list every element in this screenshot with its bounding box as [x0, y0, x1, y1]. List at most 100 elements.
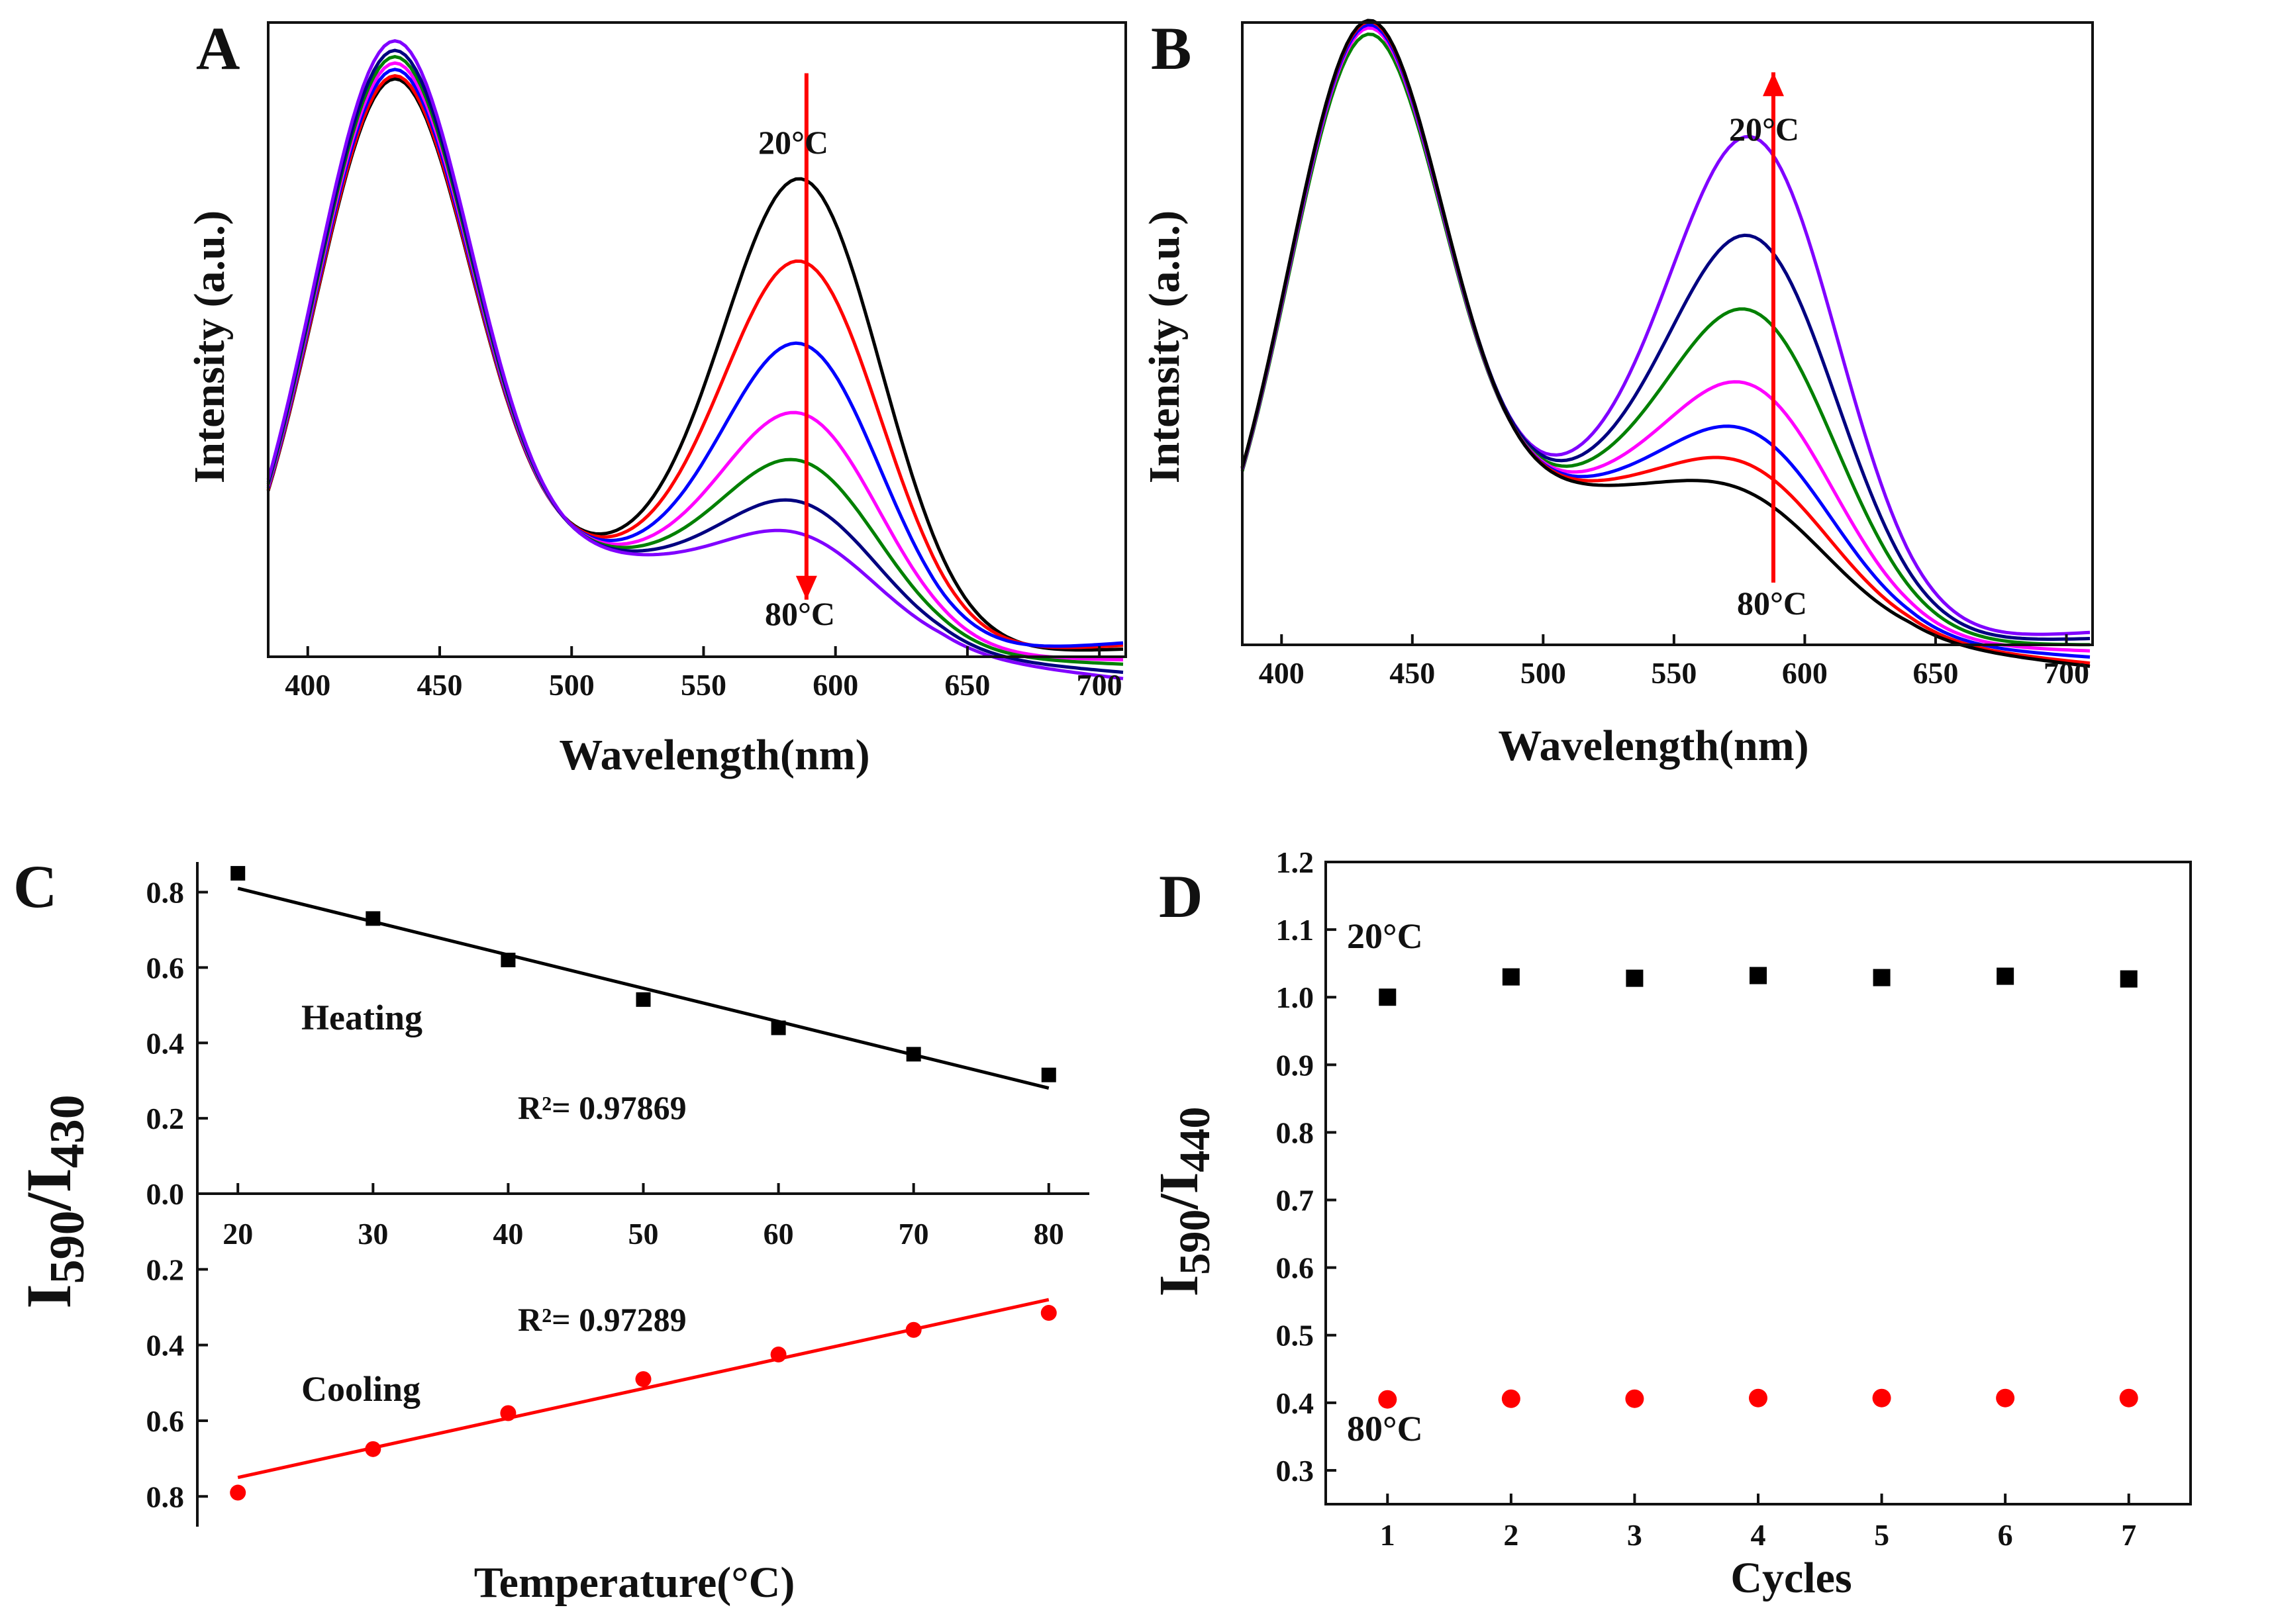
temperature-arrow-b — [1763, 72, 1785, 583]
y-tick-label: 0.6 — [146, 1404, 185, 1438]
x-tick-label: 550 — [1651, 656, 1697, 690]
x-tick-label: 550 — [681, 668, 726, 702]
x-tick-label: 650 — [944, 668, 990, 702]
y-axis-title-a: Intensity (a.u.) — [185, 211, 234, 484]
cycle-point-20c — [1873, 969, 1891, 986]
x-tick-label: 700 — [1077, 668, 1122, 702]
y-tick-label: 0.6 — [146, 951, 185, 984]
panel-b: B Intensity (a.u.) Wavelength(nm) 400 450… — [1140, 15, 2094, 770]
arrow-label-start-b: 20°C — [1729, 111, 1799, 148]
panel-d: D I590/I440 Cycles 0.3 0.4 0.5 0.6 0.7 0.8 0.9… — [1148, 845, 2192, 1602]
panel-letter-d: D — [1159, 863, 1203, 930]
y-tick-label: 0.4 — [146, 1329, 185, 1362]
panel-c: C I590/I430 Temperature(°C) 0.0 0.2 0.4 0.6… — [13, 853, 1089, 1607]
panel-letter-a: A — [196, 15, 240, 82]
x-tick-label: 6 — [1998, 1518, 2013, 1552]
spectra-group-b — [1240, 19, 2091, 668]
cycle-point-80c — [2119, 1388, 2138, 1408]
cycle-point-20c — [1502, 968, 1520, 986]
x-axis-title-d: Cycles — [1730, 1554, 1852, 1602]
data-d — [1378, 967, 2138, 1409]
plot-frame-a — [267, 21, 1127, 658]
y-tick-label: 0.2 — [146, 1253, 185, 1286]
y-tick-label: 0.7 — [1276, 1184, 1314, 1218]
x-tick-label: 70 — [899, 1217, 929, 1251]
spectra-group-a — [266, 39, 1124, 681]
cooling-point — [905, 1321, 922, 1338]
temperature-arrow-a — [795, 73, 817, 600]
arrow-label-start-a: 20°C — [758, 124, 828, 161]
y-tick-label: 0.5 — [1276, 1319, 1314, 1353]
x-tick-label: 30 — [358, 1217, 388, 1251]
axes-c: 0.0 0.2 0.4 0.6 0.8 0.2 0.4 0.6 0.8 20 30 40 50 60 70 8… — [146, 876, 1064, 1514]
x-axis-title-a: Wavelength(nm) — [559, 731, 869, 779]
spectrum-line — [266, 55, 1124, 666]
cooling-point — [500, 1405, 517, 1421]
y-tick-label: 0.4 — [146, 1026, 185, 1060]
spectrum-line — [266, 77, 1124, 652]
x-axis-title-c: Temperature(°C) — [474, 1558, 795, 1607]
y-tick-label: 0.8 — [1276, 1116, 1314, 1149]
axes-d: 0.3 0.4 0.5 0.6 0.7 0.8 0.9 1.0 1.1 1.2 1 2 3 4 5 6 7 — [1276, 845, 2137, 1552]
label-80c: 80°C — [1347, 1409, 1423, 1449]
heating-point — [230, 866, 246, 881]
cycle-point-20c — [1379, 988, 1397, 1006]
x-tick-label: 1 — [1380, 1518, 1395, 1552]
x-ticks-a: 400 450 500 550 600 650 700 — [285, 646, 1122, 702]
heating-label: Heating — [301, 998, 422, 1037]
heating-point — [366, 911, 381, 926]
spectrum-line — [1240, 19, 2091, 668]
x-tick-label: 500 — [1520, 656, 1566, 690]
label-20c: 20°C — [1347, 916, 1423, 956]
cooling-point — [365, 1441, 381, 1457]
y-tick-label: 0.6 — [1276, 1251, 1314, 1285]
cycle-point-20c — [1997, 967, 2014, 985]
y-tick-label: 1.2 — [1276, 845, 1314, 879]
x-tick-label: 80 — [1034, 1217, 1064, 1251]
y-tick-label: 1.0 — [1276, 980, 1314, 1014]
x-tick-label: 5 — [1874, 1518, 1889, 1552]
cycle-point-20c — [1626, 969, 1644, 987]
y-tick-label: 0.3 — [1276, 1454, 1314, 1488]
arrow-head — [1763, 72, 1785, 97]
heating-point — [906, 1047, 921, 1062]
cooling-point — [635, 1371, 652, 1388]
x-tick-label: 60 — [764, 1217, 794, 1251]
cycle-point-20c — [2120, 970, 2138, 988]
cooling-label: Cooling — [301, 1369, 420, 1409]
x-tick-label: 50 — [628, 1217, 659, 1251]
cooling-point — [770, 1346, 787, 1362]
x-tick-label: 600 — [1782, 656, 1828, 690]
y-tick-label: 0.9 — [1276, 1048, 1314, 1082]
spectrum-line — [266, 39, 1124, 681]
x-axis-title-b: Wavelength(nm) — [1498, 722, 1808, 770]
panel-letter-c: C — [13, 853, 57, 920]
x-tick-label: 500 — [549, 668, 595, 702]
heating-point — [636, 992, 651, 1007]
x-tick-label: 650 — [1912, 656, 1958, 690]
x-tick-label: 3 — [1627, 1518, 1642, 1552]
plot-frame-d — [1324, 861, 2192, 1505]
x-tick-label: 450 — [1389, 656, 1435, 690]
cycle-point-80c — [1996, 1388, 2015, 1408]
arrow-head — [795, 575, 817, 600]
data-c — [230, 866, 1057, 1501]
spectrum-line — [266, 73, 1124, 649]
x-ticks-b: 400 450 500 550 600 650 700 — [1259, 634, 2089, 690]
x-tick-label: 400 — [285, 668, 330, 702]
arrow-label-end-b: 80°C — [1737, 585, 1807, 622]
x-tick-label: 450 — [417, 668, 463, 702]
y-tick-label: 0.0 — [146, 1177, 185, 1211]
panel-letter-b: B — [1151, 15, 1191, 82]
spectrum-line — [1240, 20, 2091, 641]
arrow-label-end-a: 80°C — [765, 595, 835, 632]
cooling-point — [230, 1484, 246, 1501]
spectrum-line — [1240, 23, 2091, 636]
y-tick-label: 0.8 — [146, 1480, 185, 1513]
cycle-point-80c — [1872, 1388, 1891, 1408]
x-tick-label: 40 — [493, 1217, 523, 1251]
panel-a: A Intensity (a.u.) Wavelength(nm) 400 450… — [185, 15, 1127, 779]
y-axis-title-d: I590/I440 — [1148, 1107, 1219, 1297]
x-tick-label: 2 — [1503, 1518, 1518, 1552]
